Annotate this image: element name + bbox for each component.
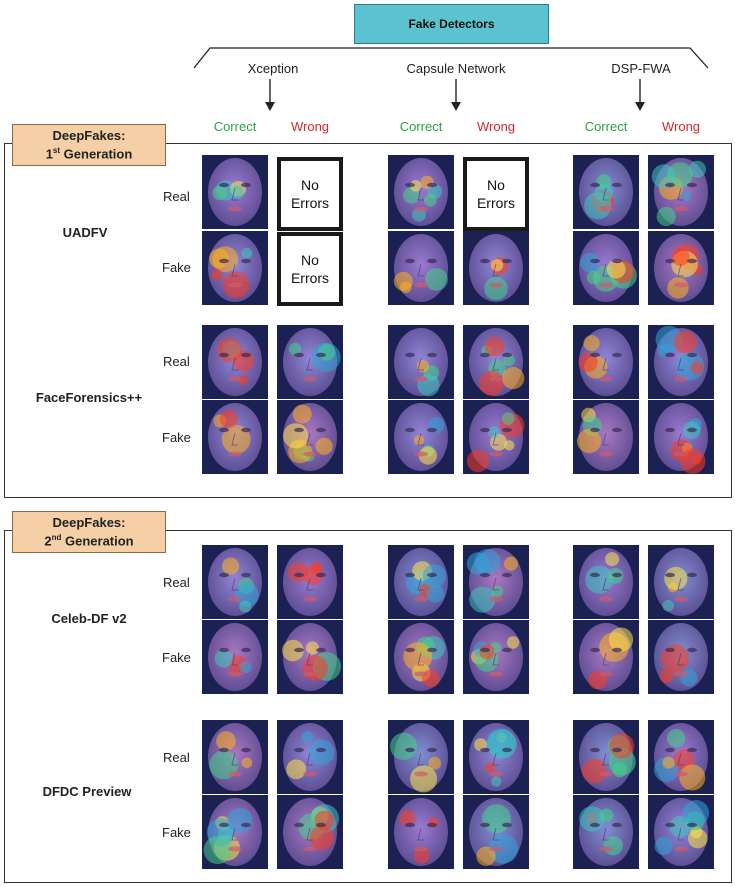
heatmap-face-image	[463, 545, 529, 619]
heatmap-face-image	[573, 231, 639, 305]
heatmap-face-image	[202, 720, 268, 794]
dataset-faceforensics: FaceForensics++	[35, 390, 143, 405]
label-correct: Correct	[399, 119, 443, 134]
no-errors-box: No Errors	[277, 157, 343, 231]
heatmap-face-image	[277, 620, 343, 694]
heatmap-face-image	[648, 231, 714, 305]
row-label-fake: Fake	[162, 260, 191, 275]
heatmap-face-image	[388, 155, 454, 229]
heatmap-face-image	[388, 720, 454, 794]
heatmap-face-image	[573, 720, 639, 794]
row-label-fake: Fake	[162, 650, 191, 665]
generation-2-label: 2nd Generation	[44, 533, 134, 549]
dataset-celeb-df-v2: Celeb-DF v2	[51, 611, 127, 626]
heatmap-face-image	[573, 325, 639, 399]
heatmap-face-image	[388, 231, 454, 305]
heatmap-face-image	[573, 155, 639, 229]
detector-capsule-network: Capsule Network	[406, 61, 506, 76]
heatmap-face-image	[463, 231, 529, 305]
generation-1-label: 1st Generation	[45, 146, 133, 162]
heatmap-face-image	[463, 325, 529, 399]
heatmap-face-image	[648, 720, 714, 794]
heatmap-face-image	[277, 720, 343, 794]
generation-1-title: DeepFakes:	[52, 128, 126, 143]
generation-2-title: DeepFakes:	[52, 515, 126, 530]
heatmap-face-image	[648, 795, 714, 869]
row-label-fake: Fake	[162, 825, 191, 840]
heatmap-face-image	[202, 400, 268, 474]
heatmap-face-image	[388, 545, 454, 619]
heatmap-face-image	[463, 400, 529, 474]
row-label-real: Real	[163, 750, 190, 765]
heatmap-face-image	[573, 795, 639, 869]
heatmap-face-image	[202, 155, 268, 229]
detector-xception: Xception	[247, 61, 299, 76]
label-wrong: Wrong	[661, 119, 701, 134]
fake-detectors-header: Fake Detectors	[354, 4, 549, 44]
label-wrong: Wrong	[290, 119, 330, 134]
section-first-generation	[4, 143, 732, 498]
dataset-dfdc-preview: DFDC Preview	[42, 784, 132, 799]
no-errors-box: No Errors	[463, 157, 529, 231]
heatmap-face-image	[202, 620, 268, 694]
section-second-generation	[4, 530, 732, 883]
label-wrong: Wrong	[476, 119, 516, 134]
heatmap-face-image	[463, 795, 529, 869]
heatmap-face-image	[573, 400, 639, 474]
heatmap-face-image	[277, 400, 343, 474]
arrow-down-icon	[451, 79, 461, 111]
heatmap-face-image	[463, 720, 529, 794]
label-correct: Correct	[584, 119, 628, 134]
no-errors-box: No Errors	[277, 232, 343, 306]
heatmap-face-image	[648, 325, 714, 399]
detector-bracket	[193, 47, 709, 69]
generation-2-box: DeepFakes: 2nd Generation	[12, 511, 166, 553]
heatmap-face-image	[648, 545, 714, 619]
heatmap-face-image	[202, 231, 268, 305]
heatmap-face-image	[648, 155, 714, 229]
heatmap-face-image	[277, 545, 343, 619]
heatmap-face-image	[463, 620, 529, 694]
heatmap-face-image	[388, 620, 454, 694]
label-correct: Correct	[213, 119, 257, 134]
row-label-fake: Fake	[162, 430, 191, 445]
heatmap-face-image	[573, 620, 639, 694]
arrow-down-icon	[265, 79, 275, 111]
dataset-uadfv: UADFV	[62, 225, 108, 240]
heatmap-face-image	[388, 400, 454, 474]
heatmap-face-image	[388, 795, 454, 869]
row-label-real: Real	[163, 354, 190, 369]
heatmap-face-image	[202, 325, 268, 399]
heatmap-face-image	[202, 545, 268, 619]
row-label-real: Real	[163, 575, 190, 590]
heatmap-face-image	[573, 545, 639, 619]
heatmap-face-image	[277, 325, 343, 399]
heatmap-face-image	[388, 325, 454, 399]
heatmap-face-image	[202, 795, 268, 869]
heatmap-face-image	[277, 795, 343, 869]
row-label-real: Real	[163, 189, 190, 204]
generation-1-box: DeepFakes: 1st Generation	[12, 124, 166, 166]
heatmap-face-image	[648, 400, 714, 474]
detector-dsp-fwa: DSP-FWA	[611, 61, 671, 76]
heatmap-face-image	[648, 620, 714, 694]
arrow-down-icon	[635, 79, 645, 111]
